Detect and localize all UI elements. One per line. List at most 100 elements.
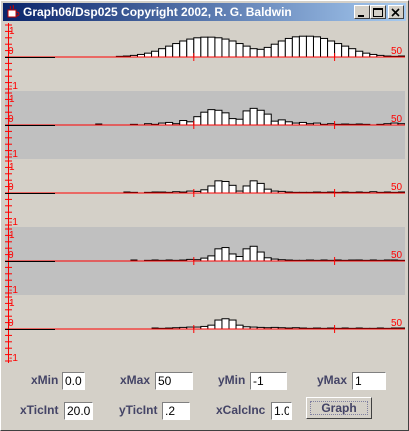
- minimize-icon: [358, 15, 364, 17]
- plot-1-bar: [277, 40, 286, 58]
- plot-3-bar: [207, 185, 216, 194]
- plot-1-bar: [312, 36, 322, 58]
- ymin-label: yMin: [218, 373, 246, 387]
- plot-5-bar: [228, 319, 237, 330]
- control-panel: xMin xMax yMin yMax xTicInt yTicInt xCal…: [5, 365, 405, 427]
- java-cup-icon: [7, 4, 20, 18]
- plot-1-bar: [193, 37, 202, 58]
- plot-2-label-max: 1: [9, 94, 15, 105]
- plot-3-bar: [242, 185, 251, 194]
- plot-1-bar: [327, 40, 336, 58]
- plot-1-bar: [179, 40, 188, 58]
- xmax-label: xMax: [120, 373, 151, 387]
- plot-2-bar: [193, 116, 202, 126]
- plot-2-bar: [256, 109, 265, 126]
- plot-1-bar: [291, 36, 300, 58]
- plot-2-bar: [270, 120, 279, 126]
- plot-5-label-xmax: 50: [391, 318, 403, 329]
- plot-4-label-xmax: 50: [391, 250, 403, 261]
- xcalcinc-label: xCalcInc: [216, 403, 266, 417]
- plot-1-bar: [221, 38, 230, 58]
- plot-5-bar: [207, 324, 216, 330]
- ymin-input[interactable]: [250, 372, 287, 390]
- plot-3-bar: [214, 180, 223, 194]
- plot-2-label-xmax: 50: [391, 114, 403, 125]
- plot-3-label-zero: 0: [8, 182, 14, 193]
- plot-1-bar: [172, 43, 181, 58]
- plot-5-bar: [235, 324, 244, 330]
- plot-4-bar: [256, 251, 265, 262]
- minimize-button[interactable]: [354, 5, 370, 19]
- plot-1-bar: [284, 37, 293, 58]
- xmax-input[interactable]: [155, 372, 193, 390]
- plot-1-bar: [235, 43, 244, 58]
- plot-1-bar: [256, 48, 265, 58]
- plot-4-label-max: 1: [9, 230, 15, 241]
- plot-1-bar: [242, 45, 251, 58]
- plot-3-label-max: 1: [9, 162, 15, 173]
- plot-4-bar: [235, 256, 244, 262]
- plot-3-bar: [249, 180, 258, 194]
- plot-1-label-min: -1: [9, 81, 18, 92]
- plot-1-bar: [298, 35, 307, 58]
- plot-2-bar: [228, 118, 237, 126]
- graph-button[interactable]: Graph: [306, 397, 372, 419]
- plot-3-bar: [221, 180, 230, 194]
- plot-1-bar: [165, 45, 174, 58]
- ymax-label: yMax: [317, 373, 348, 387]
- yticint-label: yTicInt: [119, 403, 158, 417]
- plot-3-bar: [228, 184, 237, 194]
- plot-2-bar: [207, 109, 216, 126]
- plot-1-bar: [228, 40, 237, 58]
- plot-1-bar: [263, 46, 272, 58]
- plot-1-bar: [355, 50, 364, 58]
- plot-3-label-min: -1: [9, 217, 18, 228]
- close-button[interactable]: [388, 5, 404, 19]
- plot-4-bar: [228, 253, 237, 262]
- plot-2-bar: [221, 112, 230, 126]
- plot-2-bar: [214, 109, 223, 126]
- plot-1-label-max: 1: [9, 26, 15, 37]
- plot-5-label-zero: 0: [8, 318, 14, 329]
- plot-3-label-xmax: 50: [391, 182, 403, 193]
- yticint-input[interactable]: [162, 402, 190, 420]
- xmin-label: xMin: [31, 373, 59, 387]
- plot-4-label-zero: 0: [8, 250, 14, 261]
- plot-2-bar: [249, 107, 258, 126]
- plot-1-bar: [334, 43, 343, 58]
- plot-1-bar: [305, 35, 314, 58]
- close-icon: [391, 8, 400, 17]
- plot-3-bar: [256, 182, 265, 194]
- xmin-input[interactable]: [62, 372, 85, 390]
- plot-1-bar: [214, 37, 223, 58]
- ymax-input[interactable]: [352, 372, 386, 390]
- plot-area: 1 0 -1 50 1 0 -1 50 1 0 -1 50 1 0 -1 50 1 0 -1 50: [5, 23, 405, 363]
- plot-1-bar: [200, 36, 209, 58]
- plot-4-bar: [249, 245, 258, 262]
- xticint-label: xTicInt: [20, 403, 59, 417]
- graph-button-label: Graph: [321, 401, 357, 415]
- plot-1-label-xmax: 50: [391, 46, 403, 57]
- plot-1-bar: [362, 52, 371, 58]
- plot-1-bar: [151, 50, 160, 58]
- xticint-input[interactable]: [64, 402, 93, 420]
- plot-1-bar: [249, 48, 258, 58]
- plot-1-bar: [341, 45, 350, 58]
- maximize-icon: [373, 8, 383, 17]
- xcalcinc-input[interactable]: [271, 402, 292, 420]
- plot-2-bar: [200, 111, 209, 126]
- plot-1-bar: [270, 43, 279, 58]
- plot-2-bar: [277, 119, 286, 126]
- plot-2-bar: [235, 118, 244, 126]
- focus-ring: [310, 401, 368, 415]
- title-bar[interactable]: Graph06/Dsp025 Copyright 2002, R. G. Bal…: [3, 3, 406, 21]
- plot-2-label-min: -1: [9, 149, 18, 160]
- plot-2-bar: [242, 110, 251, 126]
- plot-5-label-min: -1: [9, 353, 18, 363]
- plot-2-bar: [263, 113, 272, 126]
- maximize-button[interactable]: [370, 5, 386, 19]
- plot-2-bar: [179, 120, 188, 126]
- plot-1-bar: [348, 48, 357, 58]
- plot-1-label-zero: 0: [8, 46, 14, 57]
- plot-1-bar: [186, 38, 195, 58]
